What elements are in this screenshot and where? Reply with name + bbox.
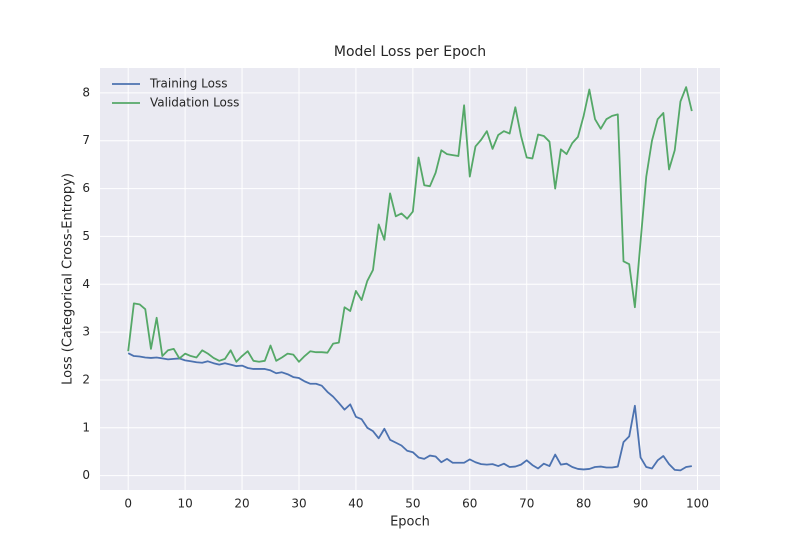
chart-title: Model Loss per Epoch	[334, 44, 486, 60]
y-tick-label: 7	[82, 133, 90, 147]
x-tick-label: 10	[177, 497, 192, 511]
y-tick-label: 3	[82, 325, 90, 339]
x-tick-label: 20	[234, 497, 249, 511]
x-tick-label: 100	[686, 497, 709, 511]
y-tick-label: 0	[82, 468, 90, 482]
data-line	[127, 86, 693, 363]
plot-area	[100, 68, 720, 490]
y-tick-label: 1	[82, 420, 90, 434]
y-tick-label: 8	[82, 85, 90, 99]
data-line	[127, 352, 692, 472]
x-tick-label: 30	[291, 497, 306, 511]
x-tick-label: 40	[348, 497, 363, 511]
x-tick-label: 80	[576, 497, 591, 511]
y-axis-label: Loss (Categorical Cross-Entropy)	[61, 173, 76, 385]
y-tick-label: 5	[82, 229, 90, 243]
legend-label: Validation Loss	[150, 96, 239, 110]
x-axis-label: Epoch	[390, 515, 430, 530]
y-tick-label: 6	[82, 181, 90, 195]
legend-label: Training Loss	[149, 77, 227, 91]
y-tick-label: 4	[82, 277, 90, 291]
x-tick-label: 70	[519, 497, 534, 511]
x-tick-label: 90	[633, 497, 648, 511]
x-tick-label: 60	[462, 497, 477, 511]
x-tick-label: 50	[405, 497, 420, 511]
y-tick-label: 2	[82, 372, 90, 386]
x-tick-label: 0	[124, 497, 132, 511]
